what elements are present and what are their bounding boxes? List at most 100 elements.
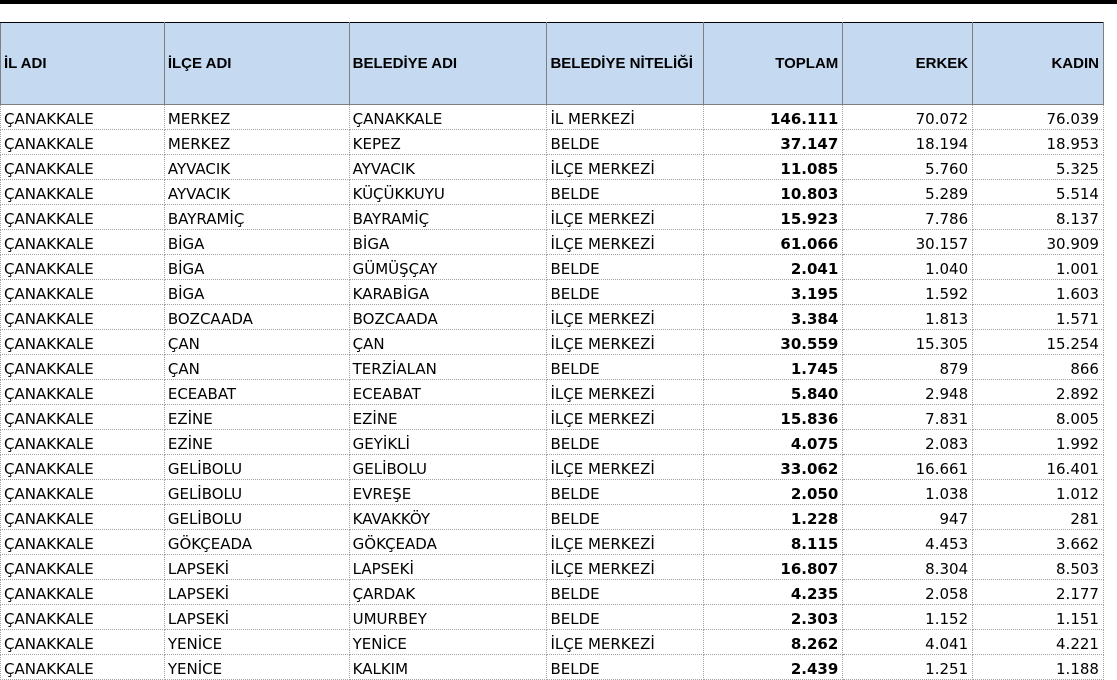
- cell-il-adi[interactable]: ÇANAKKALE: [0, 529, 165, 555]
- column-header-toplam[interactable]: TOPLAM: [703, 22, 844, 105]
- cell-ilce-adi[interactable]: BOZCAADA: [163, 304, 350, 330]
- cell-kadin[interactable]: 1.001: [972, 254, 1104, 280]
- cell-ilce-adi[interactable]: GÖKÇEADA: [163, 529, 350, 555]
- cell-ilce-adi[interactable]: GELİBOLU: [163, 479, 350, 505]
- cell-belediye-adi[interactable]: KAVAKKÖY: [348, 504, 548, 530]
- cell-erkek[interactable]: 2.948: [842, 379, 974, 405]
- cell-il-adi[interactable]: ÇANAKKALE: [0, 379, 165, 405]
- cell-toplam[interactable]: 3.195: [703, 279, 844, 305]
- empty-cell[interactable]: [1103, 355, 1116, 380]
- cell-toplam[interactable]: 2.050: [703, 479, 844, 505]
- cell-belediye-niteligi[interactable]: İL MERKEZİ: [546, 104, 705, 130]
- cell-ilce-adi[interactable]: YENİCE: [163, 654, 350, 680]
- cell-erkek[interactable]: 8.304: [842, 554, 974, 580]
- cell-il-adi[interactable]: ÇANAKKALE: [0, 229, 165, 255]
- cell-toplam[interactable]: 4.075: [703, 429, 844, 455]
- cell-toplam[interactable]: 15.836: [703, 404, 844, 430]
- empty-cell[interactable]: [1103, 330, 1116, 355]
- cell-ilce-adi[interactable]: ÇAN: [163, 354, 350, 380]
- cell-il-adi[interactable]: ÇANAKKALE: [0, 479, 165, 505]
- cell-erkek[interactable]: 879: [842, 354, 974, 380]
- cell-kadin[interactable]: 8.503: [972, 554, 1104, 580]
- cell-belediye-adi[interactable]: GELİBOLU: [348, 454, 548, 480]
- cell-kadin[interactable]: 1.603: [972, 279, 1104, 305]
- cell-erkek[interactable]: 7.831: [842, 404, 974, 430]
- empty-cell[interactable]: [1103, 630, 1116, 655]
- cell-il-adi[interactable]: ÇANAKKALE: [0, 254, 165, 280]
- cell-toplam[interactable]: 2.041: [703, 254, 844, 280]
- cell-toplam[interactable]: 10.803: [703, 179, 844, 205]
- cell-ilce-adi[interactable]: LAPSEKİ: [163, 579, 350, 605]
- cell-erkek[interactable]: 16.661: [842, 454, 974, 480]
- cell-belediye-adi[interactable]: BOZCAADA: [348, 304, 548, 330]
- cell-belediye-adi[interactable]: ÇARDAK: [348, 579, 548, 605]
- cell-il-adi[interactable]: ÇANAKKALE: [0, 454, 165, 480]
- cell-il-adi[interactable]: ÇANAKKALE: [0, 179, 165, 205]
- cell-ilce-adi[interactable]: BİGA: [163, 229, 350, 255]
- cell-kadin[interactable]: 1.992: [972, 429, 1104, 455]
- cell-kadin[interactable]: 1.151: [972, 604, 1104, 630]
- cell-toplam[interactable]: 11.085: [703, 154, 844, 180]
- column-header-il-adi[interactable]: İL ADI: [0, 22, 165, 105]
- cell-erkek[interactable]: 5.289: [842, 179, 974, 205]
- cell-belediye-adi[interactable]: YENİCE: [348, 629, 548, 655]
- cell-kadin[interactable]: 8.137: [972, 204, 1104, 230]
- cell-toplam[interactable]: 2.439: [703, 654, 844, 680]
- cell-belediye-adi[interactable]: ÇANAKKALE: [348, 104, 548, 130]
- cell-belediye-adi[interactable]: GÖKÇEADA: [348, 529, 548, 555]
- cell-erkek[interactable]: 15.305: [842, 329, 974, 355]
- cell-erkek[interactable]: 4.041: [842, 629, 974, 655]
- cell-erkek[interactable]: 7.786: [842, 204, 974, 230]
- cell-belediye-niteligi[interactable]: İLÇE MERKEZİ: [546, 229, 705, 255]
- cell-erkek[interactable]: 1.152: [842, 604, 974, 630]
- cell-ilce-adi[interactable]: ECEABAT: [163, 379, 350, 405]
- column-header-kadin[interactable]: KADIN: [972, 22, 1104, 105]
- cell-belediye-niteligi[interactable]: İLÇE MERKEZİ: [546, 454, 705, 480]
- cell-erkek[interactable]: 1.592: [842, 279, 974, 305]
- cell-belediye-adi[interactable]: KÜÇÜKKUYU: [348, 179, 548, 205]
- cell-belediye-niteligi[interactable]: BELDE: [546, 179, 705, 205]
- cell-il-adi[interactable]: ÇANAKKALE: [0, 154, 165, 180]
- cell-belediye-adi[interactable]: KARABİGA: [348, 279, 548, 305]
- cell-toplam[interactable]: 15.923: [703, 204, 844, 230]
- cell-il-adi[interactable]: ÇANAKKALE: [0, 104, 165, 130]
- empty-cell[interactable]: [1103, 380, 1116, 405]
- cell-belediye-adi[interactable]: BİGA: [348, 229, 548, 255]
- cell-belediye-niteligi[interactable]: BELDE: [546, 354, 705, 380]
- column-header-belediye-niteligi[interactable]: BELEDİYE NİTELİĞİ: [546, 22, 705, 105]
- cell-belediye-niteligi[interactable]: İLÇE MERKEZİ: [546, 329, 705, 355]
- cell-toplam[interactable]: 37.147: [703, 129, 844, 155]
- cell-ilce-adi[interactable]: BAYRAMİÇ: [163, 204, 350, 230]
- cell-toplam[interactable]: 146.111: [703, 104, 844, 130]
- cell-ilce-adi[interactable]: LAPSEKİ: [163, 604, 350, 630]
- cell-belediye-niteligi[interactable]: BELDE: [546, 279, 705, 305]
- empty-cell[interactable]: [1103, 580, 1116, 605]
- cell-toplam[interactable]: 16.807: [703, 554, 844, 580]
- cell-belediye-adi[interactable]: ECEABAT: [348, 379, 548, 405]
- cell-toplam[interactable]: 33.062: [703, 454, 844, 480]
- cell-il-adi[interactable]: ÇANAKKALE: [0, 329, 165, 355]
- cell-il-adi[interactable]: ÇANAKKALE: [0, 629, 165, 655]
- empty-cell[interactable]: [1103, 655, 1116, 680]
- cell-kadin[interactable]: 3.662: [972, 529, 1104, 555]
- empty-cell[interactable]: [1103, 530, 1116, 555]
- empty-cell[interactable]: [1103, 405, 1116, 430]
- cell-erkek[interactable]: 2.058: [842, 579, 974, 605]
- empty-cell[interactable]: [1103, 230, 1116, 255]
- cell-belediye-niteligi[interactable]: İLÇE MERKEZİ: [546, 304, 705, 330]
- empty-header-cell[interactable]: [1103, 22, 1117, 105]
- cell-ilce-adi[interactable]: YENİCE: [163, 629, 350, 655]
- cell-il-adi[interactable]: ÇANAKKALE: [0, 604, 165, 630]
- cell-toplam[interactable]: 61.066: [703, 229, 844, 255]
- cell-il-adi[interactable]: ÇANAKKALE: [0, 579, 165, 605]
- cell-belediye-adi[interactable]: ÇAN: [348, 329, 548, 355]
- empty-cell[interactable]: [1103, 455, 1116, 480]
- cell-il-adi[interactable]: ÇANAKKALE: [0, 304, 165, 330]
- cell-ilce-adi[interactable]: AYVACIK: [163, 179, 350, 205]
- empty-cell[interactable]: [1103, 605, 1116, 630]
- cell-toplam[interactable]: 8.115: [703, 529, 844, 555]
- empty-cell[interactable]: [1103, 480, 1116, 505]
- cell-il-adi[interactable]: ÇANAKKALE: [0, 129, 165, 155]
- column-header-ilce-adi[interactable]: İLÇE ADI: [163, 22, 350, 105]
- cell-toplam[interactable]: 8.262: [703, 629, 844, 655]
